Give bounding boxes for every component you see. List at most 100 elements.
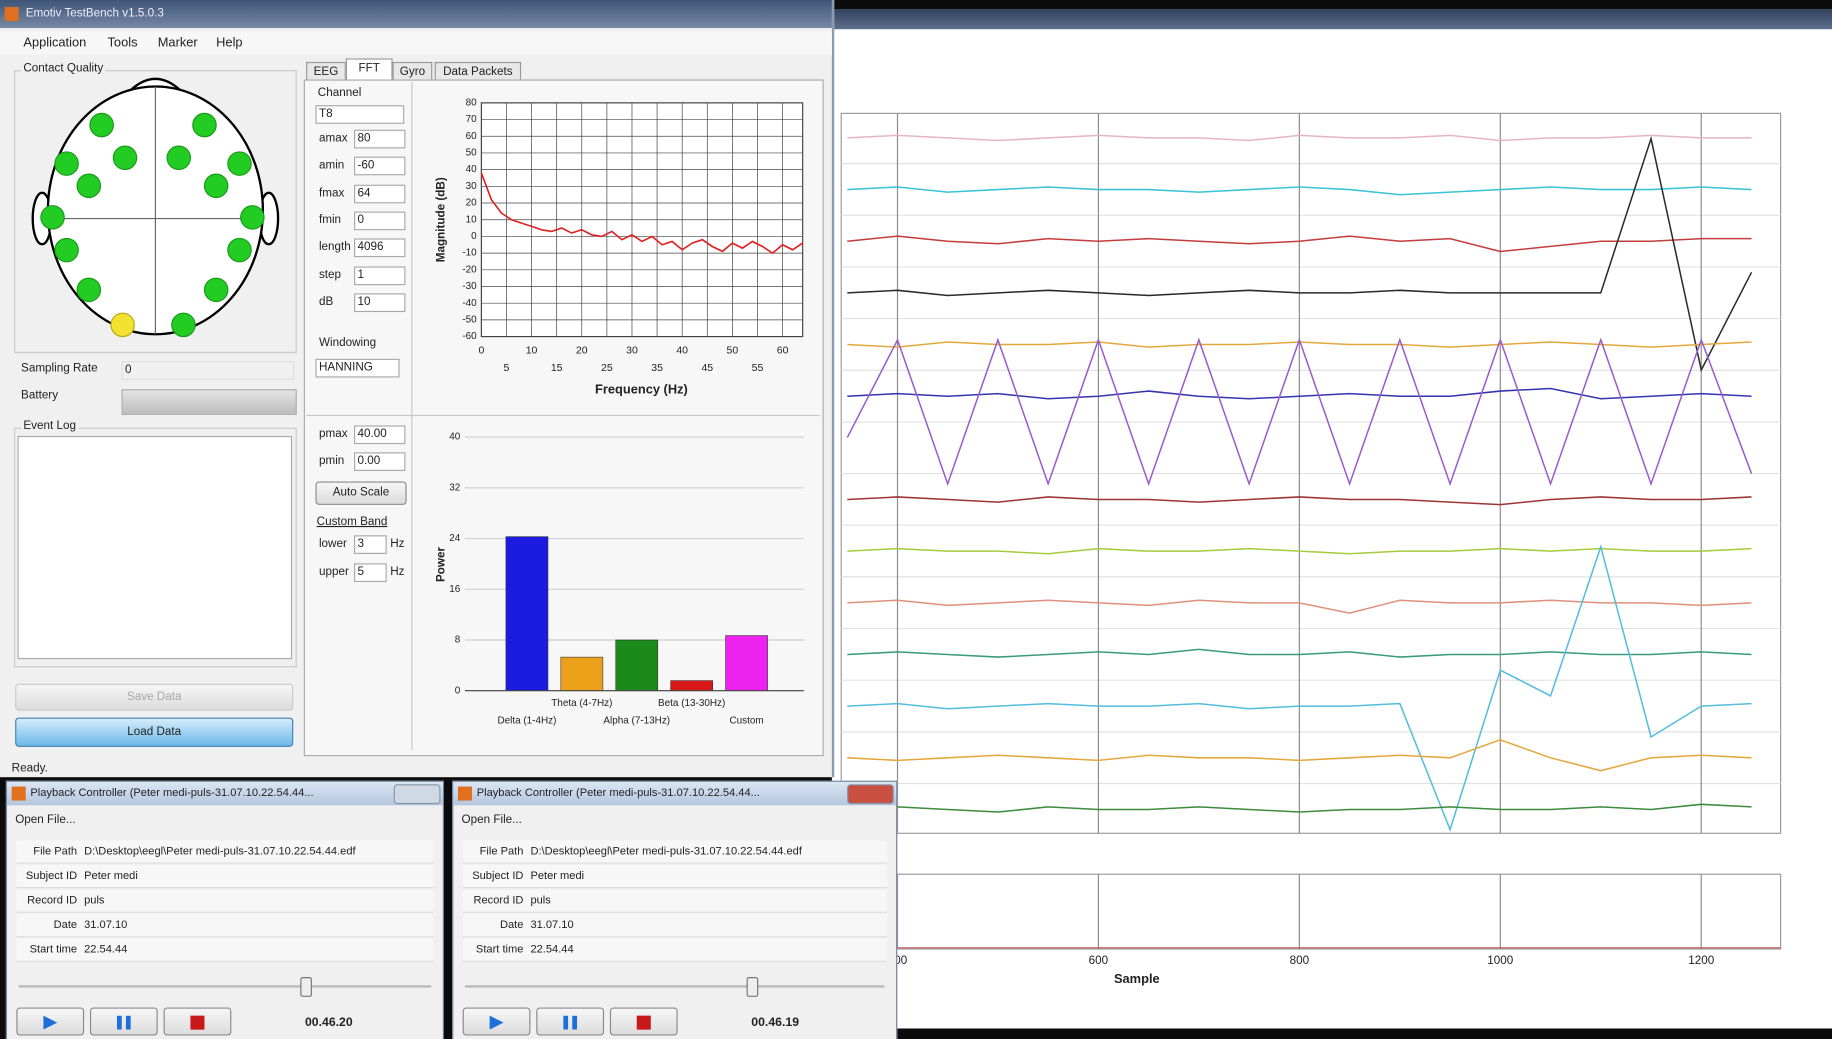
field-label: length — [319, 241, 351, 254]
x-tick-label: 0 — [478, 344, 484, 356]
button-icon — [43, 1016, 57, 1030]
field-label: Battery — [21, 389, 58, 402]
app-icon — [458, 787, 472, 801]
field-value: 22.54.44 — [84, 943, 127, 956]
window-title: Emotiv TestBench v1.5.0.3 — [26, 7, 164, 20]
field-label: Record ID — [473, 894, 523, 907]
field-label: step — [319, 268, 341, 281]
field-row — [463, 889, 887, 912]
plot-frame — [841, 874, 1780, 949]
lower-input[interactable]: 3 — [354, 535, 387, 554]
field-row — [16, 914, 433, 937]
field-label: Channel — [318, 86, 362, 99]
menu-item[interactable]: Open File... — [462, 813, 522, 826]
elapsed-time: 00.46.20 — [305, 1016, 353, 1030]
x-tick-label: 15 — [551, 362, 563, 374]
menu-item[interactable]: Application — [23, 36, 86, 50]
field-row — [16, 938, 433, 961]
field-value: Peter medi — [530, 870, 584, 883]
y-tick-label: 30 — [466, 181, 478, 192]
app-icon — [12, 787, 26, 801]
pause-button[interactable] — [536, 1007, 604, 1035]
x-tick-label: 55 — [752, 362, 764, 374]
tab[interactable]: FFT — [346, 58, 393, 80]
menu-item[interactable]: Marker — [158, 36, 198, 50]
slider-thumb[interactable] — [747, 977, 759, 997]
field-label: fmin — [319, 214, 341, 227]
close-button[interactable] — [394, 784, 441, 804]
channel-combo[interactable]: T8 — [315, 105, 404, 124]
y-tick-label: -40 — [462, 298, 477, 309]
spin-input[interactable]: -60 — [354, 157, 405, 176]
pmax-input[interactable]: 40.00 — [354, 425, 405, 444]
menu-item[interactable]: Open File... — [15, 813, 75, 826]
field-value: Peter medi — [84, 870, 138, 883]
x-tick-label: 50 — [727, 344, 739, 356]
stop-button[interactable] — [164, 1007, 232, 1035]
play-button[interactable] — [16, 1007, 84, 1035]
bar — [726, 636, 768, 691]
spin-input[interactable]: 80 — [354, 130, 405, 149]
pmin-input[interactable]: 0.00 — [354, 452, 405, 471]
field-label: dB — [319, 295, 333, 308]
x-tick-label: 600 — [1089, 954, 1109, 967]
windowing-combo[interactable]: HANNING — [315, 359, 399, 378]
bar — [616, 640, 658, 691]
x-tick-label: 1200 — [1688, 954, 1714, 967]
title-bar: Emotiv TestBench v1.5.0.3 — [0, 0, 832, 28]
x-tick-label: 25 — [601, 362, 613, 374]
menu-item[interactable]: Tools — [107, 36, 137, 50]
sensor — [228, 238, 251, 261]
menu-item[interactable]: Help — [216, 36, 242, 50]
y-tick-label: 40 — [466, 164, 478, 175]
field-value: puls — [530, 894, 550, 907]
load-button[interactable]: Load Data — [15, 718, 293, 747]
tab[interactable]: EEG — [306, 62, 346, 81]
spin-input[interactable]: 64 — [354, 184, 405, 203]
sensor — [90, 113, 113, 136]
y-tick-label: 20 — [466, 198, 478, 209]
group-label: Event Log — [21, 420, 78, 433]
stop-button[interactable] — [610, 1007, 678, 1035]
sensor — [111, 313, 134, 336]
upper-input[interactable]: 5 — [354, 563, 387, 582]
spin-input[interactable]: 0 — [354, 211, 405, 230]
sensor — [167, 146, 190, 169]
tab[interactable]: Data Packets — [435, 62, 521, 81]
x-tick-label: Custom — [729, 716, 763, 727]
bar — [561, 657, 603, 691]
y-tick-label: -20 — [462, 264, 477, 275]
tab[interactable]: Gyro — [393, 62, 433, 81]
slider-track — [19, 985, 431, 987]
pause-button[interactable] — [90, 1007, 158, 1035]
x-axis-label: Sample — [1114, 971, 1160, 986]
field-row — [16, 840, 433, 863]
slider-thumb[interactable] — [300, 977, 312, 997]
x-tick-label: Delta (1-4Hz) — [497, 716, 556, 727]
button-icon — [190, 1016, 204, 1030]
y-tick-label: -50 — [462, 315, 477, 326]
elapsed-time: 00.46.19 — [751, 1016, 799, 1030]
spin-input[interactable]: 4096 — [354, 239, 405, 258]
y-tick-label: -10 — [462, 248, 477, 259]
auto-scale-button[interactable]: Auto Scale — [315, 482, 406, 505]
field-label: Date — [500, 919, 523, 932]
spin-input[interactable]: 1 — [354, 266, 405, 285]
y-tick-label: 40 — [449, 432, 461, 443]
play-button[interactable] — [463, 1007, 531, 1035]
y-tick-label: 10 — [466, 214, 478, 225]
bar — [671, 681, 713, 691]
x-tick-label: 1000 — [1487, 954, 1513, 967]
sampling-rate: 0 — [122, 361, 295, 380]
spin-input[interactable]: 10 — [354, 293, 405, 312]
button-icon — [637, 1016, 651, 1030]
field-value: 22.54.44 — [530, 943, 573, 956]
app-icon — [5, 7, 19, 21]
sensor — [55, 238, 78, 261]
field-label: File Path — [480, 845, 524, 858]
save-button[interactable]: Save Data — [15, 684, 293, 711]
field-value: 31.07.10 — [84, 919, 127, 932]
field-row — [463, 938, 887, 961]
menu-bar: Application Tools Marker Help — [0, 32, 832, 55]
title-bar: Playback Controller (Peter medi-puls-31.… — [7, 782, 443, 805]
